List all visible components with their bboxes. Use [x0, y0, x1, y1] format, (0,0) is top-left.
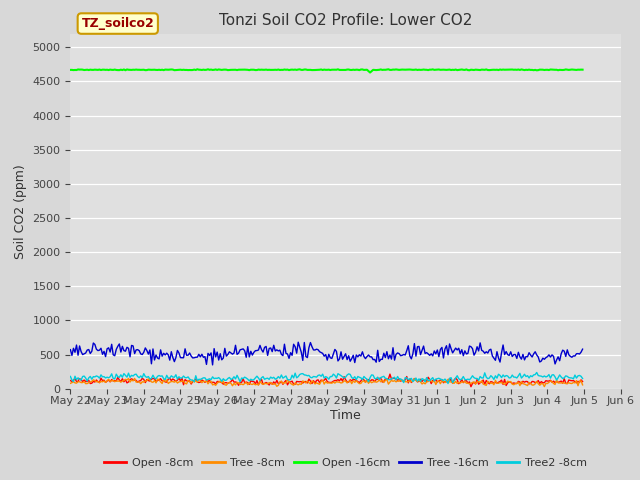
Open -16cm — [221, 67, 228, 72]
Tree2 -8cm — [493, 375, 501, 381]
Line: Tree -8cm: Tree -8cm — [70, 378, 582, 386]
Tree -16cm — [294, 339, 302, 345]
Tree -8cm — [579, 382, 586, 388]
Open -8cm — [180, 382, 188, 388]
Tree -8cm — [221, 382, 228, 388]
Tree2 -8cm — [180, 373, 188, 379]
Line: Tree2 -8cm: Tree2 -8cm — [70, 372, 582, 384]
Tree -16cm — [180, 355, 188, 360]
Tree -8cm — [541, 384, 548, 389]
Tree2 -8cm — [579, 376, 586, 382]
Open -16cm — [193, 66, 201, 72]
Tree -8cm — [487, 381, 495, 386]
Tree -8cm — [67, 381, 74, 386]
Open -8cm — [386, 371, 394, 377]
Tree2 -8cm — [220, 376, 227, 382]
Legend: Open -8cm, Tree -8cm, Open -16cm, Tree -16cm, Tree2 -8cm: Open -8cm, Tree -8cm, Open -16cm, Tree -… — [100, 453, 591, 472]
Open -16cm — [73, 67, 81, 73]
Y-axis label: Soil CO2 (ppm): Soil CO2 (ppm) — [14, 164, 27, 259]
Tree -8cm — [356, 381, 364, 386]
Open -8cm — [354, 379, 362, 384]
Tree -8cm — [181, 381, 189, 386]
Tree -16cm — [221, 346, 228, 351]
Open -8cm — [220, 381, 227, 387]
Open -8cm — [67, 378, 74, 384]
Tree -8cm — [131, 375, 138, 381]
Tree -16cm — [579, 346, 586, 352]
Open -8cm — [488, 379, 496, 385]
Title: Tonzi Soil CO2 Profile: Lower CO2: Tonzi Soil CO2 Profile: Lower CO2 — [219, 13, 472, 28]
Open -16cm — [488, 67, 496, 72]
Tree2 -8cm — [67, 373, 74, 379]
Open -16cm — [356, 67, 364, 73]
Tree -16cm — [209, 362, 216, 368]
Tree2 -8cm — [444, 381, 452, 386]
Line: Tree -16cm: Tree -16cm — [70, 342, 582, 365]
Open -16cm — [579, 67, 586, 72]
Tree -8cm — [73, 380, 81, 386]
Tree -16cm — [357, 353, 365, 359]
Line: Open -8cm: Open -8cm — [70, 374, 582, 387]
Line: Open -16cm: Open -16cm — [70, 69, 582, 72]
Tree2 -8cm — [533, 370, 541, 375]
Tree2 -8cm — [354, 373, 362, 379]
Text: TZ_soilco2: TZ_soilco2 — [81, 17, 154, 30]
Tree -16cm — [495, 355, 502, 361]
Tree -16cm — [73, 342, 81, 348]
Open -16cm — [495, 67, 502, 73]
Tree2 -8cm — [73, 377, 81, 383]
Open -8cm — [495, 379, 502, 385]
Open -16cm — [366, 70, 374, 75]
Tree2 -8cm — [487, 373, 495, 379]
Tree -8cm — [493, 380, 501, 386]
Open -8cm — [579, 379, 586, 384]
Open -16cm — [67, 67, 74, 73]
Tree -16cm — [67, 347, 74, 352]
Open -8cm — [467, 384, 475, 390]
Tree -16cm — [488, 353, 496, 359]
Open -16cm — [180, 67, 188, 72]
Open -8cm — [73, 379, 81, 384]
X-axis label: Time: Time — [330, 409, 361, 422]
